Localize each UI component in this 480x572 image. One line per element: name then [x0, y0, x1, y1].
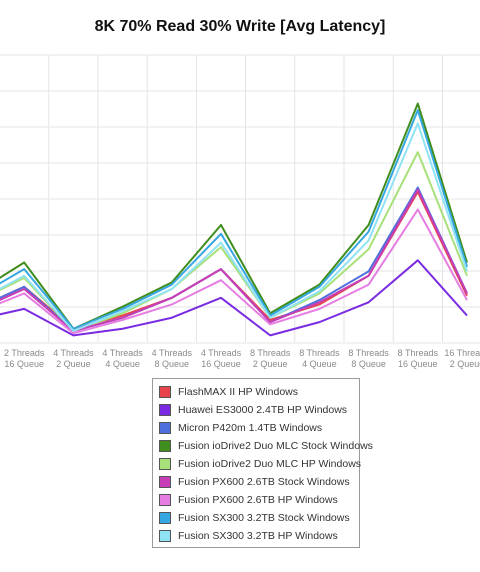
x-tick-label: 2 Threads 16 Queue [4, 348, 45, 369]
legend-swatch [159, 440, 171, 452]
grid-layer [0, 54, 480, 344]
legend-label: Huawei ES3000 2.4TB HP Windows [178, 404, 348, 416]
legend-label: Fusion SX300 3.2TB HP Windows [178, 530, 338, 542]
x-tick-label: 4 Threads 4 Queue [102, 348, 143, 369]
series-line [0, 259, 468, 337]
legend-swatch [159, 422, 171, 434]
legend-label: Fusion ioDrive2 Duo MLC HP Windows [178, 458, 362, 470]
legend-label: Fusion PX600 2.6TB Stock Windows [178, 476, 350, 488]
x-tick-label: 8 Threads 4 Queue [299, 348, 340, 369]
legend-item: Fusion SX300 3.2TB Stock Windows [153, 509, 359, 527]
series-line [0, 186, 468, 332]
legend-item: FlashMAX II HP Windows [153, 383, 359, 401]
chart-legend: FlashMAX II HP Windows Huawei ES3000 2.4T… [152, 378, 373, 548]
x-tick-label: 4 Threads 16 Queue [201, 348, 242, 369]
x-tick-label: 8 Threads 16 Queue [398, 348, 439, 369]
legend-label: FlashMAX II HP Windows [178, 386, 299, 398]
x-tick-label: 8 Threads 8 Queue [348, 348, 389, 369]
chart-title: 8K 70% Read 30% Write [Avg Latency] [94, 18, 386, 35]
x-tick-label: 4 Threads 8 Queue [152, 348, 193, 369]
series-line [0, 122, 468, 332]
legend-swatch [159, 494, 171, 506]
legend-item: Micron P420m 1.4TB Windows [153, 419, 359, 437]
series-layer [0, 102, 468, 337]
legend-label: Fusion PX600 2.6TB HP Windows [178, 494, 338, 506]
legend-item: Huawei ES3000 2.4TB HP Windows [153, 401, 359, 419]
legend-swatch [159, 512, 171, 524]
legend-item: Fusion ioDrive2 Duo MLC Stock Windows [153, 437, 373, 455]
legend-item: Fusion PX600 2.6TB HP Windows [153, 491, 359, 509]
legend-label: Fusion ioDrive2 Duo MLC Stock Windows [178, 440, 373, 452]
x-tick-label: 4 Threads 2 Queue [53, 348, 94, 369]
series-line [0, 208, 468, 335]
legend-swatch [159, 386, 171, 398]
x-tick-label: 8 Threads 2 Queue [250, 348, 291, 369]
series-line [0, 102, 468, 330]
legend-swatch [159, 530, 171, 542]
legend-label: Micron P420m 1.4TB Windows [178, 422, 323, 434]
series-line [0, 188, 468, 332]
legend-swatch [159, 458, 171, 470]
series-line [0, 109, 468, 330]
legend-item: Fusion ioDrive2 Duo MLC HP Windows [153, 455, 362, 473]
legend-swatch [159, 404, 171, 416]
legend-swatch [159, 476, 171, 488]
legend-item: Fusion PX600 2.6TB Stock Windows [153, 473, 359, 491]
legend-item: Fusion SX300 3.2TB HP Windows [153, 527, 359, 545]
legend-label: Fusion SX300 3.2TB Stock Windows [178, 512, 350, 524]
